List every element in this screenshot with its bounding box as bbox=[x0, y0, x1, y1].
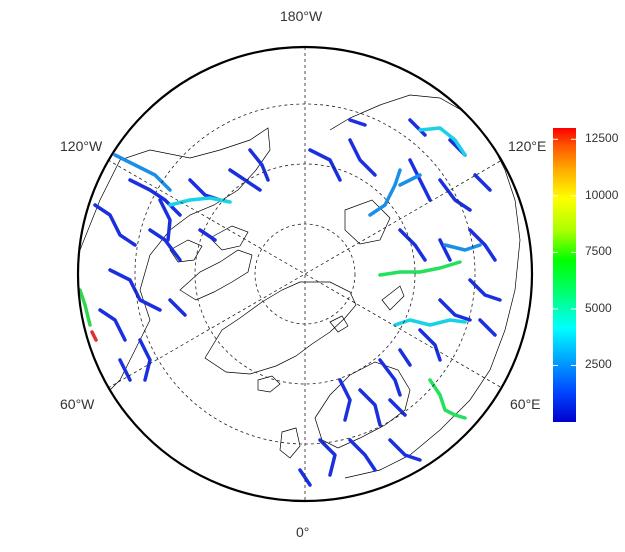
river-network bbox=[78, 118, 502, 487]
label-120w: 120°W bbox=[60, 138, 103, 154]
label-60e: 60°E bbox=[510, 396, 541, 412]
legend-tick-label: 10000 bbox=[585, 187, 619, 202]
label-0: 0° bbox=[296, 524, 310, 540]
legend-tick-label: 5000 bbox=[585, 300, 612, 315]
map-border bbox=[76, 45, 534, 503]
legend-tick-label: 7500 bbox=[585, 244, 612, 259]
label-60w: 60°W bbox=[60, 396, 95, 412]
graticule bbox=[107, 47, 503, 501]
legend-tick-label: 2500 bbox=[585, 357, 612, 372]
coastlines bbox=[79, 94, 521, 479]
label-180w: 180°W bbox=[280, 8, 323, 24]
legend-tick-label: 12500 bbox=[585, 131, 619, 146]
label-120e: 120°E bbox=[508, 138, 547, 154]
